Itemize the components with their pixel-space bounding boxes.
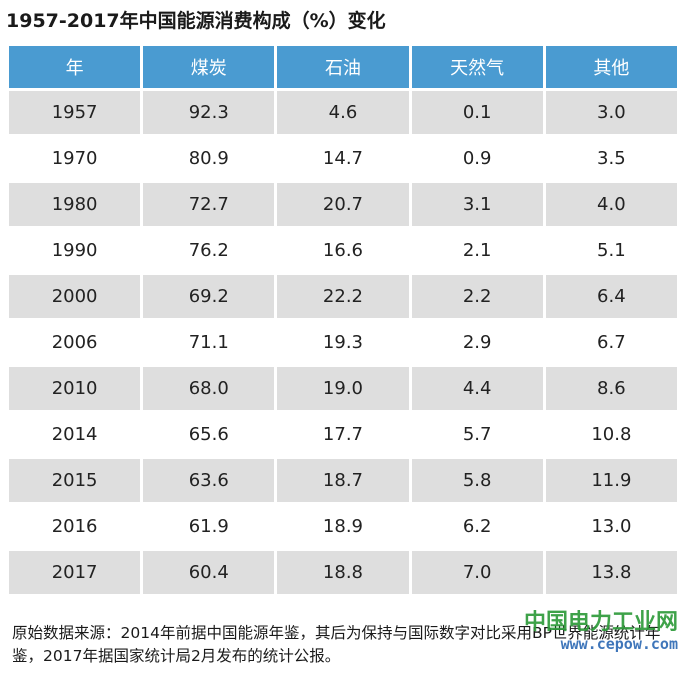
table-cell-coal: 61.9 <box>143 505 275 548</box>
table-cell-coal: 71.1 <box>143 321 275 364</box>
table-row: 2006 71.1 19.3 2.9 6.7 <box>9 321 677 364</box>
table-cell-natural-gas: 2.2 <box>411 275 543 318</box>
table-cell-natural-gas: 5.8 <box>411 459 543 502</box>
table-cell-oil: 18.7 <box>277 459 409 502</box>
table-cell-year: 2017 <box>9 551 141 594</box>
table-row: 2014 65.6 17.7 5.7 10.8 <box>9 413 677 456</box>
table-cell-oil: 19.3 <box>277 321 409 364</box>
table-cell-other: 11.9 <box>545 459 677 502</box>
page-title: 1957-2017年中国能源消费构成（%）变化 <box>6 10 386 32</box>
table-cell-other: 13.0 <box>545 505 677 548</box>
table-cell-year: 2016 <box>9 505 141 548</box>
watermark-logo: 中国电力工业网 www.cepow.com <box>524 612 678 652</box>
table-cell-year: 1957 <box>9 91 141 134</box>
table-cell-other: 8.6 <box>545 367 677 410</box>
table-row: 1990 76.2 16.6 2.1 5.1 <box>9 229 677 272</box>
column-header-year: 年 <box>9 46 141 88</box>
table-cell-year: 1980 <box>9 183 141 226</box>
watermark-name: 中国电力工业网 <box>523 610 678 635</box>
table-cell-coal: 60.4 <box>143 551 275 594</box>
table-cell-coal: 72.7 <box>143 183 275 226</box>
table-row: 1957 92.3 4.6 0.1 3.0 <box>9 91 677 134</box>
table-cell-oil: 16.6 <box>277 229 409 272</box>
table-cell-coal: 80.9 <box>143 137 275 180</box>
table-cell-oil: 14.7 <box>277 137 409 180</box>
table-row: 1970 80.9 14.7 0.9 3.5 <box>9 137 677 180</box>
table-row: 2017 60.4 18.8 7.0 13.8 <box>9 551 677 594</box>
table-cell-oil: 17.7 <box>277 413 409 456</box>
table-cell-oil: 19.0 <box>277 367 409 410</box>
table-header-row: 年 煤炭 石油 天然气 其他 <box>9 46 677 88</box>
table-body: 1957 92.3 4.6 0.1 3.0 1970 80.9 14.7 0.9 3.5 1980 7… <box>9 91 677 594</box>
table-cell-natural-gas: 7.0 <box>411 551 543 594</box>
table-cell-other: 6.7 <box>545 321 677 364</box>
footnote: 原始数据来源：2014年前据中国能源年鉴，其后为保持与国际数字对比采用BP世界能… <box>12 624 661 665</box>
column-header-other: 其他 <box>545 46 677 88</box>
table-cell-other: 3.5 <box>545 137 677 180</box>
table-cell-other: 13.8 <box>545 551 677 594</box>
energy-consumption-table: 年 煤炭 石油 天然气 其他 1957 92.3 4.6 0.1 3.0 1970 80.9… <box>6 43 680 597</box>
table-cell-year: 2015 <box>9 459 141 502</box>
table-cell-natural-gas: 2.9 <box>411 321 543 364</box>
table-cell-oil: 20.7 <box>277 183 409 226</box>
table-row: 1980 72.7 20.7 3.1 4.0 <box>9 183 677 226</box>
table-row: 2010 68.0 19.0 4.4 8.6 <box>9 367 677 410</box>
column-header-oil: 石油 <box>277 46 409 88</box>
table-cell-natural-gas: 0.9 <box>411 137 543 180</box>
table-cell-natural-gas: 2.1 <box>411 229 543 272</box>
table-row: 2000 69.2 22.2 2.2 6.4 <box>9 275 677 318</box>
table-row: 2015 63.6 18.7 5.8 11.9 <box>9 459 677 502</box>
table-cell-oil: 22.2 <box>277 275 409 318</box>
table-cell-year: 2010 <box>9 367 141 410</box>
table-cell-other: 4.0 <box>545 183 677 226</box>
table-cell-coal: 63.6 <box>143 459 275 502</box>
table-cell-coal: 65.6 <box>143 413 275 456</box>
table-cell-other: 6.4 <box>545 275 677 318</box>
table-cell-other: 5.1 <box>545 229 677 272</box>
column-header-natural-gas: 天然气 <box>411 46 543 88</box>
table-cell-coal: 76.2 <box>143 229 275 272</box>
column-header-coal: 煤炭 <box>143 46 275 88</box>
table-cell-other: 10.8 <box>545 413 677 456</box>
table-cell-coal: 68.0 <box>143 367 275 410</box>
table-cell-coal: 69.2 <box>143 275 275 318</box>
table-cell-year: 2014 <box>9 413 141 456</box>
table-cell-oil: 4.6 <box>277 91 409 134</box>
table-cell-oil: 18.8 <box>277 551 409 594</box>
watermark-url: www.cepow.com <box>560 635 678 653</box>
table-cell-coal: 92.3 <box>143 91 275 134</box>
table-cell-oil: 18.9 <box>277 505 409 548</box>
table-cell-year: 1970 <box>9 137 141 180</box>
table-cell-natural-gas: 0.1 <box>411 91 543 134</box>
table-cell-natural-gas: 6.2 <box>411 505 543 548</box>
table-cell-natural-gas: 4.4 <box>411 367 543 410</box>
table-cell-year: 1990 <box>9 229 141 272</box>
table-cell-year: 2000 <box>9 275 141 318</box>
table-cell-natural-gas: 3.1 <box>411 183 543 226</box>
table-cell-other: 3.0 <box>545 91 677 134</box>
table-cell-natural-gas: 5.7 <box>411 413 543 456</box>
table-cell-year: 2006 <box>9 321 141 364</box>
table-row: 2016 61.9 18.9 6.2 13.0 <box>9 505 677 548</box>
